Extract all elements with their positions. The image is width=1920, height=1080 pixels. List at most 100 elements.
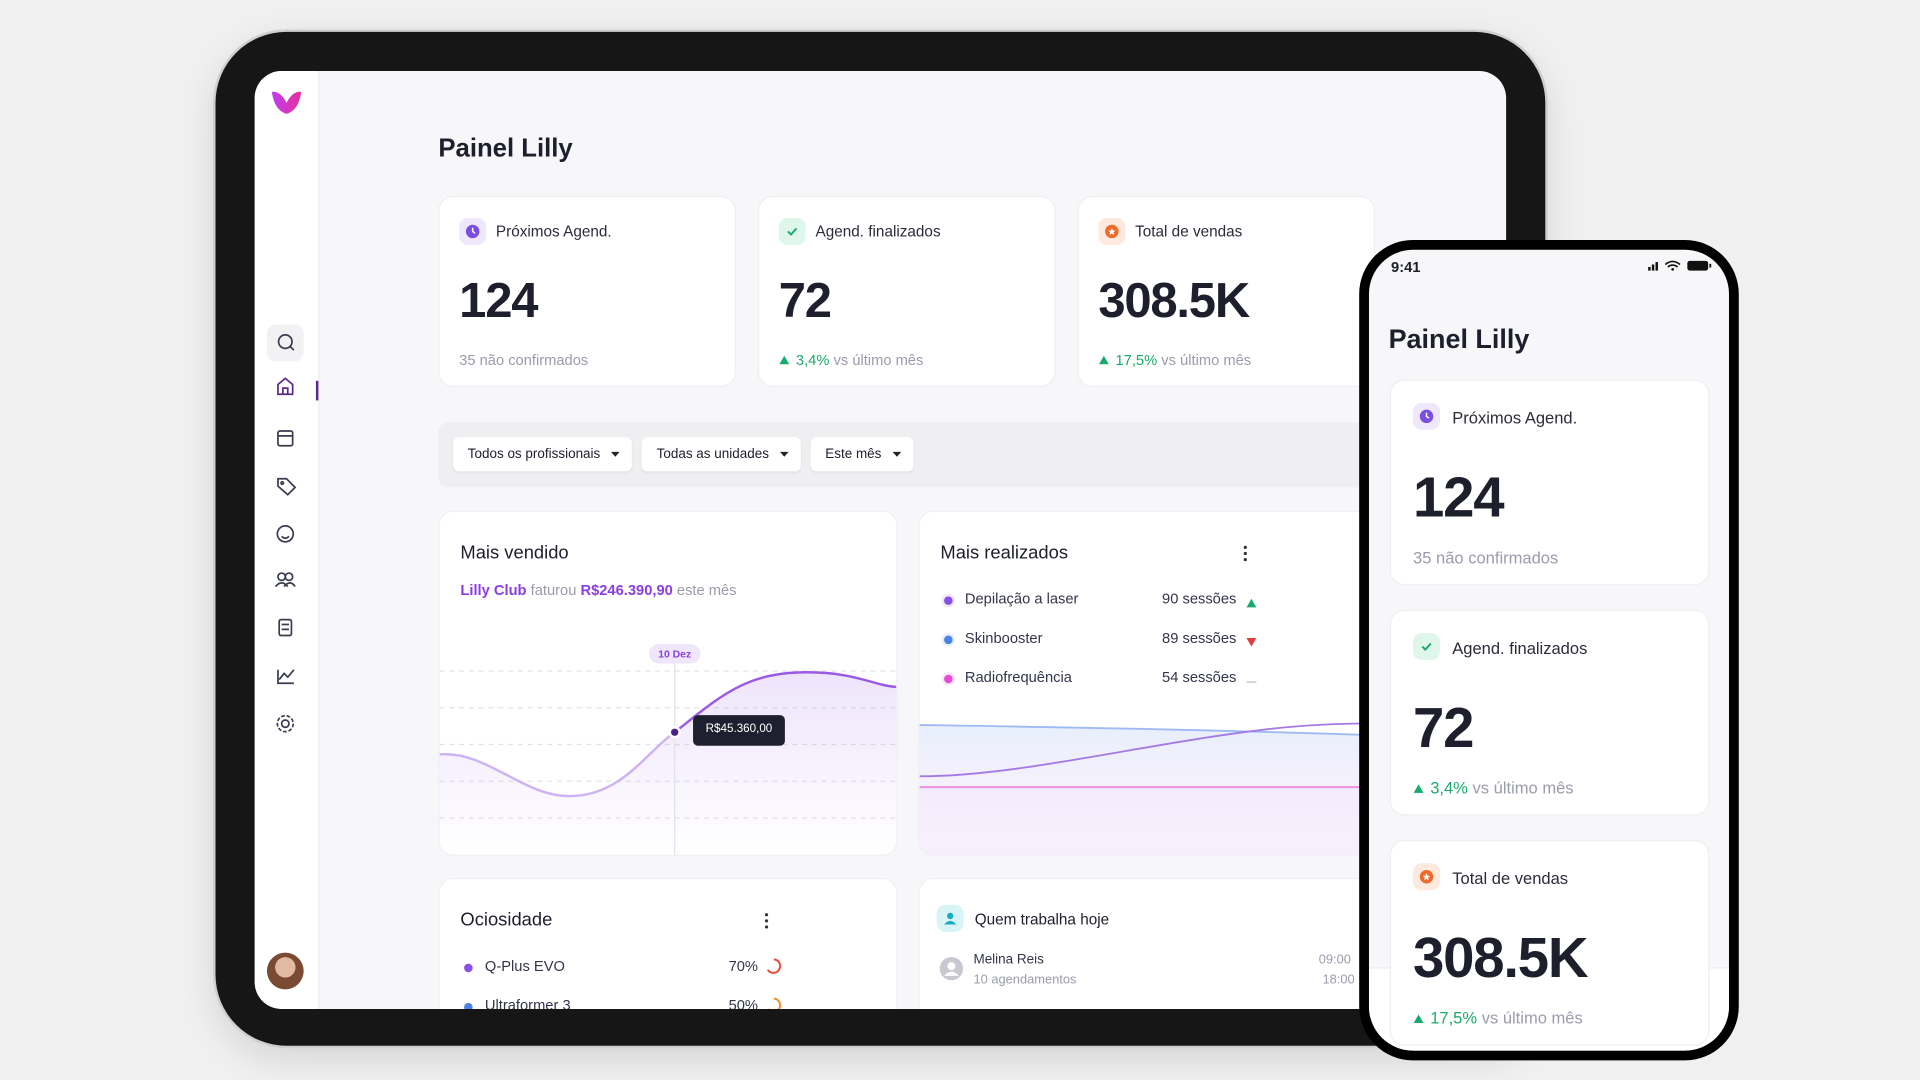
item-name: Radiofrequência xyxy=(964,668,1072,686)
product: Lilly Club xyxy=(460,581,527,599)
person-note: 10 agendamentos xyxy=(973,972,1077,987)
stat-card: Agend. finalizados 72 3,4% vs último mês xyxy=(757,195,1056,387)
amount: R$246.390,90 xyxy=(580,581,673,599)
stat-card: Próximos Agend. 124 35 não confirmados xyxy=(438,195,736,387)
item-name: Q-Plus EVO xyxy=(484,957,565,975)
avatar[interactable] xyxy=(266,952,304,990)
stat-note-text: vs último mês xyxy=(1161,351,1252,369)
stat-value: 308.5K xyxy=(1098,274,1250,329)
stat-card: Próximos Agend. 124 35 não confirmados xyxy=(1389,379,1710,586)
phone-screen: 9:41 Painel Lilly Próximos Agend. 124 35 n… xyxy=(1368,249,1729,1051)
stat-label: Total de vendas xyxy=(1135,222,1243,241)
performed-curves xyxy=(919,722,1434,855)
stat-value: 124 xyxy=(459,274,538,329)
tooltip-date: 10 Dez xyxy=(658,647,692,661)
filters: Todos os profissionais Todas as unidades E… xyxy=(453,437,914,472)
trend xyxy=(1246,671,1257,693)
filter-label: Este mês xyxy=(825,446,882,462)
item-dot xyxy=(464,963,473,973)
stat-icon xyxy=(1098,217,1126,245)
stat-value: 72 xyxy=(778,274,832,329)
stat-note: 35 não confirmados xyxy=(459,351,588,368)
shift-start: 09:00 xyxy=(1318,952,1351,968)
stat-card: Total de vendas 308.5K 17,5% vs último mês xyxy=(1077,195,1376,387)
page-title: Painel Lilly xyxy=(1388,323,1530,354)
item-dot xyxy=(464,1002,473,1009)
stat-value: 124 xyxy=(1413,465,1505,529)
status-time: 9:41 xyxy=(1391,258,1421,276)
kebab-menu[interactable] xyxy=(1243,545,1248,562)
logo xyxy=(271,91,302,114)
stat-change: 3,4% xyxy=(1430,778,1468,798)
stat-value: 308.5K xyxy=(1413,925,1589,990)
item-name: Depilação a laser xyxy=(964,590,1079,608)
trend xyxy=(1246,632,1257,654)
stat-note-text: vs último mês xyxy=(1481,1008,1583,1028)
filter-dropdown[interactable]: Este mês xyxy=(810,437,914,472)
subtitle: Lilly Club faturou R$246.390,90 este mês xyxy=(460,582,736,599)
item-dot xyxy=(944,674,953,684)
card-title: Ociosidade xyxy=(460,909,553,931)
stat-label: Próximos Agend. xyxy=(495,222,612,241)
tablet-screen: Painel Lilly Todos os profissionais Todas… xyxy=(254,71,1507,1009)
stat-note: 3,4% vs último mês xyxy=(779,351,924,369)
card-title: Mais realizados xyxy=(940,542,1069,564)
sales-curve xyxy=(439,644,897,855)
best-seller-card: Mais vendido Lilly Club faturou R$246.39… xyxy=(438,510,898,856)
stat-icon xyxy=(1413,402,1441,430)
status-icons xyxy=(1648,260,1712,271)
person-name: Melina Reis xyxy=(973,952,1044,968)
item-count: 89 sessões xyxy=(1162,629,1237,647)
stat-card: Agend. finalizados 72 3,4% vs último mês xyxy=(1389,609,1710,816)
stat-note: 35 não confirmados xyxy=(1413,549,1558,567)
item-count: 54 sessões xyxy=(1162,668,1237,686)
suffix: este mês xyxy=(676,581,737,599)
filter-dropdown[interactable]: Todos os profissionais xyxy=(453,437,633,472)
item-dot xyxy=(944,596,953,605)
filter-label: Todos os profissionais xyxy=(467,446,601,462)
stat-label: Próximos Agend. xyxy=(1452,408,1578,428)
item-count: 90 sessões xyxy=(1162,590,1237,608)
stat-label: Total de vendas xyxy=(1452,869,1569,888)
stat-change: 17,5% xyxy=(1430,1008,1478,1028)
item-name: Skinbooster xyxy=(964,629,1043,647)
shift-end: 18:00 xyxy=(1322,972,1355,987)
stat-icon xyxy=(1413,863,1441,891)
item-value: 50% xyxy=(728,996,758,1009)
stat-note-text: vs último mês xyxy=(1472,778,1574,798)
active-indicator xyxy=(315,380,319,401)
most-performed-card: Mais realizados Depilação a laser 90 sess… xyxy=(918,510,1436,856)
item-name: Ultraformer 3 xyxy=(484,996,571,1009)
stat-label: Agend. finalizados xyxy=(815,222,941,241)
trend xyxy=(1246,593,1257,615)
stat-note: 3,4% vs último mês xyxy=(1413,779,1574,797)
team-icon xyxy=(936,904,964,932)
donut xyxy=(765,958,782,981)
filter-dropdown[interactable]: Todas as unidades xyxy=(641,437,801,472)
stat-change: 3,4% xyxy=(795,351,830,369)
filter-label: Todas as unidades xyxy=(656,446,769,462)
verb: faturou xyxy=(530,581,577,599)
page-title: Painel Lilly xyxy=(438,134,573,163)
sidebar-icons xyxy=(274,334,297,733)
sidebar xyxy=(254,71,320,1009)
stat-card: Total de vendas 308.5K 17,5% vs último mês xyxy=(1389,840,1710,1046)
working-today-card: Quem trabalha hoje Melina Reis 10 agendam… xyxy=(918,877,1436,1009)
idleness-card: Ociosidade Q-Plus EVO 70% Ultraformer 3 50% xyxy=(438,877,898,1009)
kebab-menu[interactable] xyxy=(764,912,769,929)
stat-note: 17,5% vs último mês xyxy=(1413,1009,1583,1027)
donut xyxy=(765,997,782,1009)
person-avatar xyxy=(939,956,964,987)
stat-icon xyxy=(1413,633,1441,661)
stat-icon xyxy=(778,217,806,245)
item-value: 70% xyxy=(728,957,758,975)
stat-note-text: 35 não confirmados xyxy=(1413,548,1559,567)
search-bg xyxy=(266,324,304,362)
card-title: Quem trabalha hoje xyxy=(974,911,1110,929)
stat-icon xyxy=(459,217,487,245)
stat-change: 17,5% xyxy=(1115,351,1158,369)
tooltip-value: R$45.360,00 xyxy=(705,722,773,736)
stat-note-text: vs último mês xyxy=(833,351,924,369)
